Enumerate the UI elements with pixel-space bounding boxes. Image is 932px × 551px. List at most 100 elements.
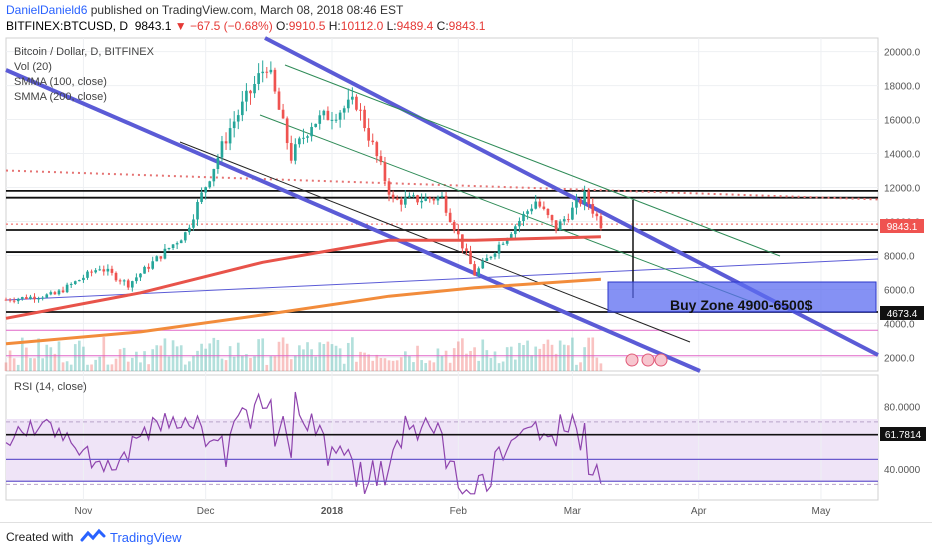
candle[interactable] xyxy=(293,138,297,165)
candle[interactable] xyxy=(212,168,216,187)
candle[interactable] xyxy=(188,224,191,235)
candle[interactable] xyxy=(220,135,224,162)
candle[interactable] xyxy=(82,274,85,283)
candle[interactable] xyxy=(575,193,578,215)
candle[interactable] xyxy=(326,106,330,121)
candle[interactable] xyxy=(147,263,150,273)
candle[interactable] xyxy=(163,244,167,260)
dotted-trend-line[interactable] xyxy=(5,169,879,201)
candle[interactable] xyxy=(159,256,163,262)
candle[interactable] xyxy=(151,256,155,270)
chart-area[interactable]: Bitcoin / Dollar, D, BITFINEX Vol (20) S… xyxy=(0,0,932,522)
candle[interactable] xyxy=(591,198,595,218)
author-link[interactable]: DanielDanield6 xyxy=(6,3,88,17)
candle[interactable] xyxy=(224,132,228,150)
candle[interactable] xyxy=(216,154,220,174)
candle[interactable] xyxy=(29,294,32,300)
candle[interactable] xyxy=(289,135,293,164)
candle[interactable] xyxy=(514,224,517,240)
candle[interactable] xyxy=(135,273,138,284)
candle[interactable] xyxy=(86,270,89,280)
candle[interactable] xyxy=(583,185,586,211)
candle[interactable] xyxy=(175,241,179,250)
candle[interactable] xyxy=(57,289,61,296)
buy-zone-box[interactable] xyxy=(607,281,877,313)
candle[interactable] xyxy=(306,134,309,143)
green-trend-upper[interactable] xyxy=(284,64,781,257)
candle[interactable] xyxy=(65,282,69,294)
candle[interactable] xyxy=(130,280,134,292)
candle[interactable] xyxy=(269,61,273,75)
candle[interactable] xyxy=(571,202,574,221)
candle[interactable] xyxy=(69,282,73,288)
candle[interactable] xyxy=(192,214,195,231)
candle[interactable] xyxy=(412,192,415,198)
candle[interactable] xyxy=(330,111,334,130)
green-trend-lower[interactable] xyxy=(259,114,761,306)
candle[interactable] xyxy=(342,105,346,120)
price-pane[interactable] xyxy=(5,37,879,372)
candle[interactable] xyxy=(424,193,428,202)
tradingview-logo-icon[interactable] xyxy=(80,528,106,544)
candle[interactable] xyxy=(526,209,529,220)
candle[interactable] xyxy=(94,268,97,274)
candle[interactable] xyxy=(440,191,444,198)
candle[interactable] xyxy=(33,293,36,303)
candle[interactable] xyxy=(558,219,562,231)
candle[interactable] xyxy=(579,197,582,207)
candle[interactable] xyxy=(420,193,423,209)
candle[interactable] xyxy=(456,224,460,240)
candle[interactable] xyxy=(249,89,252,105)
tradingview-brand[interactable]: TradingView xyxy=(110,530,182,545)
candle[interactable] xyxy=(387,178,391,202)
candle[interactable] xyxy=(448,208,452,223)
candle[interactable] xyxy=(122,279,126,286)
candle[interactable] xyxy=(143,265,146,274)
candle[interactable] xyxy=(114,271,118,282)
candle[interactable] xyxy=(49,290,53,296)
candle[interactable] xyxy=(428,196,432,203)
dividend-badge[interactable] xyxy=(625,353,668,367)
candle[interactable] xyxy=(554,220,558,234)
candle[interactable] xyxy=(126,278,130,290)
candle[interactable] xyxy=(257,63,260,91)
candle[interactable] xyxy=(501,241,505,246)
candle[interactable] xyxy=(371,133,375,145)
candle[interactable] xyxy=(346,88,350,113)
candle[interactable] xyxy=(444,192,448,217)
candle[interactable] xyxy=(106,264,110,276)
candle[interactable] xyxy=(383,156,387,187)
candle[interactable] xyxy=(179,239,183,244)
candle[interactable] xyxy=(208,180,212,189)
candle[interactable] xyxy=(379,150,383,166)
candle[interactable] xyxy=(155,255,159,262)
candle[interactable] xyxy=(436,195,440,205)
candle[interactable] xyxy=(338,110,342,128)
candle[interactable] xyxy=(196,199,199,226)
candle[interactable] xyxy=(285,116,289,150)
rsi-axis[interactable]: 40.0000 80.0000 xyxy=(884,402,921,476)
candle[interactable] xyxy=(489,256,493,260)
candle[interactable] xyxy=(363,105,366,132)
channel-lower-line[interactable] xyxy=(5,68,701,373)
candle[interactable] xyxy=(277,87,281,110)
candle[interactable] xyxy=(245,83,248,112)
candle[interactable] xyxy=(183,231,187,243)
candle[interactable] xyxy=(485,254,489,262)
candle[interactable] xyxy=(375,140,379,163)
candle[interactable] xyxy=(171,244,175,251)
candle[interactable] xyxy=(493,252,497,260)
candle[interactable] xyxy=(391,190,395,203)
candle[interactable] xyxy=(118,278,122,285)
candle[interactable] xyxy=(61,286,65,294)
candle[interactable] xyxy=(587,188,591,210)
candle[interactable] xyxy=(102,265,106,276)
candle[interactable] xyxy=(477,266,480,277)
candle[interactable] xyxy=(473,260,476,276)
candle[interactable] xyxy=(367,118,370,147)
candle[interactable] xyxy=(465,243,468,256)
candle[interactable] xyxy=(200,187,203,205)
candle[interactable] xyxy=(599,213,603,231)
candle[interactable] xyxy=(232,111,236,138)
candle[interactable] xyxy=(228,118,232,151)
